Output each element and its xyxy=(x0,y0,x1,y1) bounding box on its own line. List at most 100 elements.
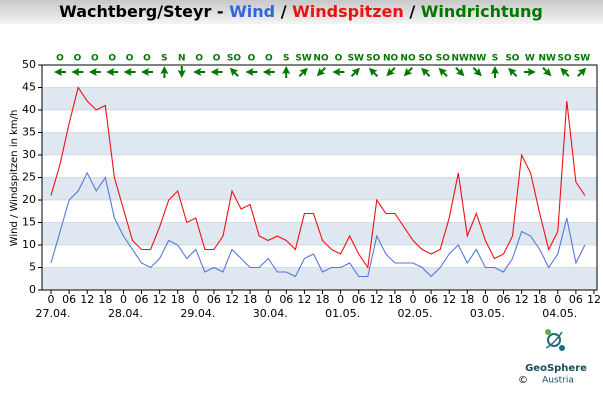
direction-arrow xyxy=(282,66,291,78)
x-tick-label: 06 xyxy=(135,293,149,306)
x-tick-label: 12 xyxy=(297,293,311,306)
logo-mark xyxy=(559,345,565,351)
title-part: Windrichtung xyxy=(421,2,543,21)
logo-mark xyxy=(547,333,561,347)
direction-arrow xyxy=(123,68,136,76)
grid-band xyxy=(42,177,597,200)
y-tick-label: 35 xyxy=(22,126,36,139)
direction-arrow xyxy=(523,68,536,76)
chart-title: Wachtberg/Steyr - Wind / Windspitzen / W… xyxy=(59,2,543,21)
title-part: Wachtberg/Steyr - xyxy=(59,2,223,21)
x-tick-label: 12 xyxy=(225,293,239,306)
date-label: 30.04. xyxy=(253,307,288,320)
x-tick-label: 06 xyxy=(279,293,293,306)
x-tick-label: 06 xyxy=(496,293,510,306)
series-line xyxy=(50,86,586,270)
y-tick-label: 10 xyxy=(22,238,36,251)
date-label: 01.05. xyxy=(325,307,360,320)
direction-arrow xyxy=(54,68,66,76)
direction-label: O xyxy=(108,54,116,64)
direction-arrow xyxy=(193,68,206,76)
date-label: 28.04. xyxy=(108,307,143,320)
grid-band xyxy=(42,87,597,110)
logo: GeoSphere Austria © xyxy=(518,329,587,386)
y-tick-label: 0 xyxy=(29,283,36,296)
direction-label: NO xyxy=(313,54,329,64)
y-tick-label: 20 xyxy=(22,193,36,206)
date-label: 03.05. xyxy=(470,307,505,320)
direction-arrow xyxy=(491,66,499,78)
direction-label: S xyxy=(492,54,498,64)
y-tick-label: 30 xyxy=(22,148,36,161)
x-tick-label: 12 xyxy=(370,293,384,306)
date-label: 29.04. xyxy=(180,307,215,320)
direction-label: SW xyxy=(574,54,590,64)
x-tick-label: 18 xyxy=(243,293,257,306)
grid-band xyxy=(42,222,597,245)
grid-band xyxy=(42,132,597,155)
direction-label: NW xyxy=(538,54,556,64)
x-tick-label: 18 xyxy=(316,293,330,306)
x-tick-label: 0 xyxy=(265,293,272,306)
date-label: 27.04. xyxy=(36,307,71,320)
y-tick-label: 5 xyxy=(29,261,36,274)
title-bar xyxy=(0,0,603,24)
direction-label: NO xyxy=(400,54,416,64)
direction-label: NW xyxy=(451,54,469,64)
direction-label: SW xyxy=(295,54,311,64)
x-tick-label: 12 xyxy=(442,293,456,306)
direction-arrow xyxy=(245,68,258,76)
direction-label: SO xyxy=(418,54,432,64)
x-tick-label: 12 xyxy=(80,293,94,306)
x-tick-label: 12 xyxy=(587,293,601,306)
y-axis-label: Wind / Windspitzen in km/h xyxy=(9,110,20,247)
logo-mark xyxy=(545,329,551,335)
date-label: 02.05. xyxy=(398,307,433,320)
series-line xyxy=(50,171,586,278)
date-label: 04.05. xyxy=(542,307,577,320)
x-tick-label: 18 xyxy=(98,293,112,306)
direction-label: O xyxy=(91,54,99,64)
y-tick-label: 45 xyxy=(22,81,36,94)
x-tick-label: 0 xyxy=(554,293,561,306)
direction-label: SO xyxy=(366,54,380,64)
direction-label: SO xyxy=(227,54,241,64)
direction-label: O xyxy=(265,54,273,64)
direction-label: W xyxy=(525,54,535,64)
direction-label: S xyxy=(161,54,167,64)
x-tick-label: 06 xyxy=(569,293,583,306)
y-tick-label: 15 xyxy=(22,216,36,229)
x-tick-label: 0 xyxy=(410,293,417,306)
direction-arrow xyxy=(160,66,169,78)
y-tick-label: 40 xyxy=(22,103,36,116)
x-tick-label: 12 xyxy=(153,293,167,306)
direction-label: O xyxy=(74,54,82,64)
x-tick-label: 18 xyxy=(171,293,185,306)
grid-band xyxy=(42,267,597,290)
logo-sub: Austria xyxy=(542,376,574,386)
direction-label: O xyxy=(195,54,203,64)
y-tick-label: 25 xyxy=(22,171,36,184)
direction-label: NO xyxy=(383,54,399,64)
x-tick-label: 18 xyxy=(460,293,474,306)
x-tick-label: 0 xyxy=(482,293,489,306)
direction-label: SO xyxy=(505,54,519,64)
direction-arrow xyxy=(88,68,101,76)
x-tick-label: 0 xyxy=(192,293,199,306)
direction-label: O xyxy=(248,54,256,64)
x-tick-label: 18 xyxy=(533,293,547,306)
direction-arrow xyxy=(71,68,84,76)
direction-label: SO xyxy=(436,54,450,64)
direction-label: O xyxy=(126,54,134,64)
title-part: Windspitzen xyxy=(292,2,404,21)
x-tick-label: 0 xyxy=(337,293,344,306)
x-tick-label: 06 xyxy=(62,293,76,306)
title-part: / xyxy=(281,2,287,21)
x-tick-label: 12 xyxy=(515,293,529,306)
x-tick-label: 18 xyxy=(388,293,402,306)
direction-arrow xyxy=(106,68,119,76)
x-tick-label: 06 xyxy=(207,293,221,306)
logo-name: GeoSphere xyxy=(525,363,587,374)
direction-label: SO xyxy=(558,54,572,64)
